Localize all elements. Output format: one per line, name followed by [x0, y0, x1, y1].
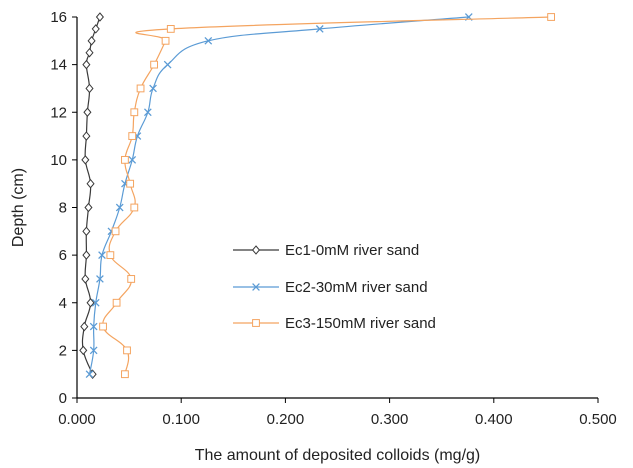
data-point — [204, 36, 213, 45]
data-point — [149, 84, 157, 93]
y-tick-label: 10 — [50, 152, 67, 169]
data-point — [115, 203, 124, 212]
data-point — [81, 155, 90, 165]
series-1 — [79, 12, 104, 379]
data-point — [82, 226, 91, 237]
data-point — [83, 107, 92, 118]
data-point — [315, 25, 324, 33]
y-tick-label: 8 — [59, 200, 67, 217]
data-point — [121, 370, 129, 379]
data-point — [85, 47, 94, 58]
data-point — [87, 36, 96, 46]
y-tick-label: 6 — [59, 247, 67, 264]
data-point — [143, 108, 152, 117]
data-point — [128, 132, 137, 140]
series-line — [81, 16, 101, 375]
x-tick-label: 0.500 — [579, 411, 617, 428]
data-point — [547, 13, 556, 21]
data-point — [98, 251, 106, 259]
data-point — [106, 251, 115, 260]
data-point — [166, 25, 175, 33]
y-axis-title: Depth (cm) — [10, 168, 27, 247]
data-point — [128, 156, 137, 164]
data-point — [99, 322, 107, 331]
data-point — [95, 12, 104, 22]
legend: Ec1-0mM river sand Ec2-30mM river sand Ec3… — [233, 242, 436, 332]
data-point — [130, 203, 139, 212]
x-tick-label: 0.100 — [162, 411, 200, 428]
y-tick-label: 12 — [50, 104, 67, 121]
y-tick-label: 14 — [50, 57, 67, 74]
data-point — [82, 131, 91, 141]
data-point — [136, 84, 145, 93]
data-point — [79, 345, 88, 356]
data-point — [82, 250, 91, 260]
legend-item: Ec1-0mM river sand — [233, 242, 419, 259]
data-point — [91, 24, 100, 34]
data-point — [150, 60, 159, 69]
series-3 — [99, 13, 556, 379]
x-tick-label: 0.300 — [371, 411, 409, 428]
data-point — [84, 202, 93, 213]
y-tick-label: 2 — [59, 342, 67, 359]
x-axis-ticks: 0.000 0.100 0.200 0.300 0.400 0.500 — [58, 398, 617, 428]
plot-frame — [76, 17, 598, 399]
legend-label: Ec1-0mM river sand — [285, 242, 419, 259]
data-point — [161, 36, 170, 45]
data-point — [91, 298, 100, 307]
y-tick-label: 16 — [50, 9, 67, 26]
data-point — [82, 59, 91, 70]
data-point — [111, 227, 120, 236]
data-point — [89, 346, 98, 355]
data-point — [127, 275, 136, 283]
legend-label: Ec2-30mM river sand — [285, 279, 428, 296]
data-point — [126, 179, 135, 188]
x-tick-label: 0.200 — [267, 411, 305, 428]
data-point — [121, 155, 129, 164]
legend-marker — [252, 283, 260, 291]
data-point — [130, 108, 139, 117]
legend-marker — [251, 245, 261, 255]
data-point — [96, 275, 104, 283]
data-point — [112, 298, 121, 307]
series-layer — [79, 12, 556, 379]
data-point — [163, 60, 172, 69]
data-point — [81, 274, 90, 284]
legend-item: Ec3-150mM river sand — [233, 315, 436, 332]
y-tick-label: 4 — [59, 295, 67, 312]
data-point — [85, 370, 94, 379]
data-point — [123, 346, 131, 355]
data-point — [89, 322, 98, 331]
y-tick-label: 0 — [59, 390, 67, 407]
legend-item: Ec2-30mM river sand — [233, 279, 428, 296]
data-point — [85, 83, 94, 94]
x-tick-label: 0.400 — [475, 411, 513, 428]
data-point — [80, 321, 89, 332]
x-axis-title: The amount of deposited colloids (mg/g) — [195, 447, 480, 464]
x-tick-label: 0.000 — [58, 411, 96, 428]
data-point — [86, 297, 95, 308]
legend-marker — [252, 319, 260, 327]
legend-label: Ec3-150mM river sand — [285, 315, 436, 332]
y-axis-ticks: 0 2 4 6 8 10 12 14 16 — [50, 9, 77, 407]
data-point — [86, 178, 95, 189]
